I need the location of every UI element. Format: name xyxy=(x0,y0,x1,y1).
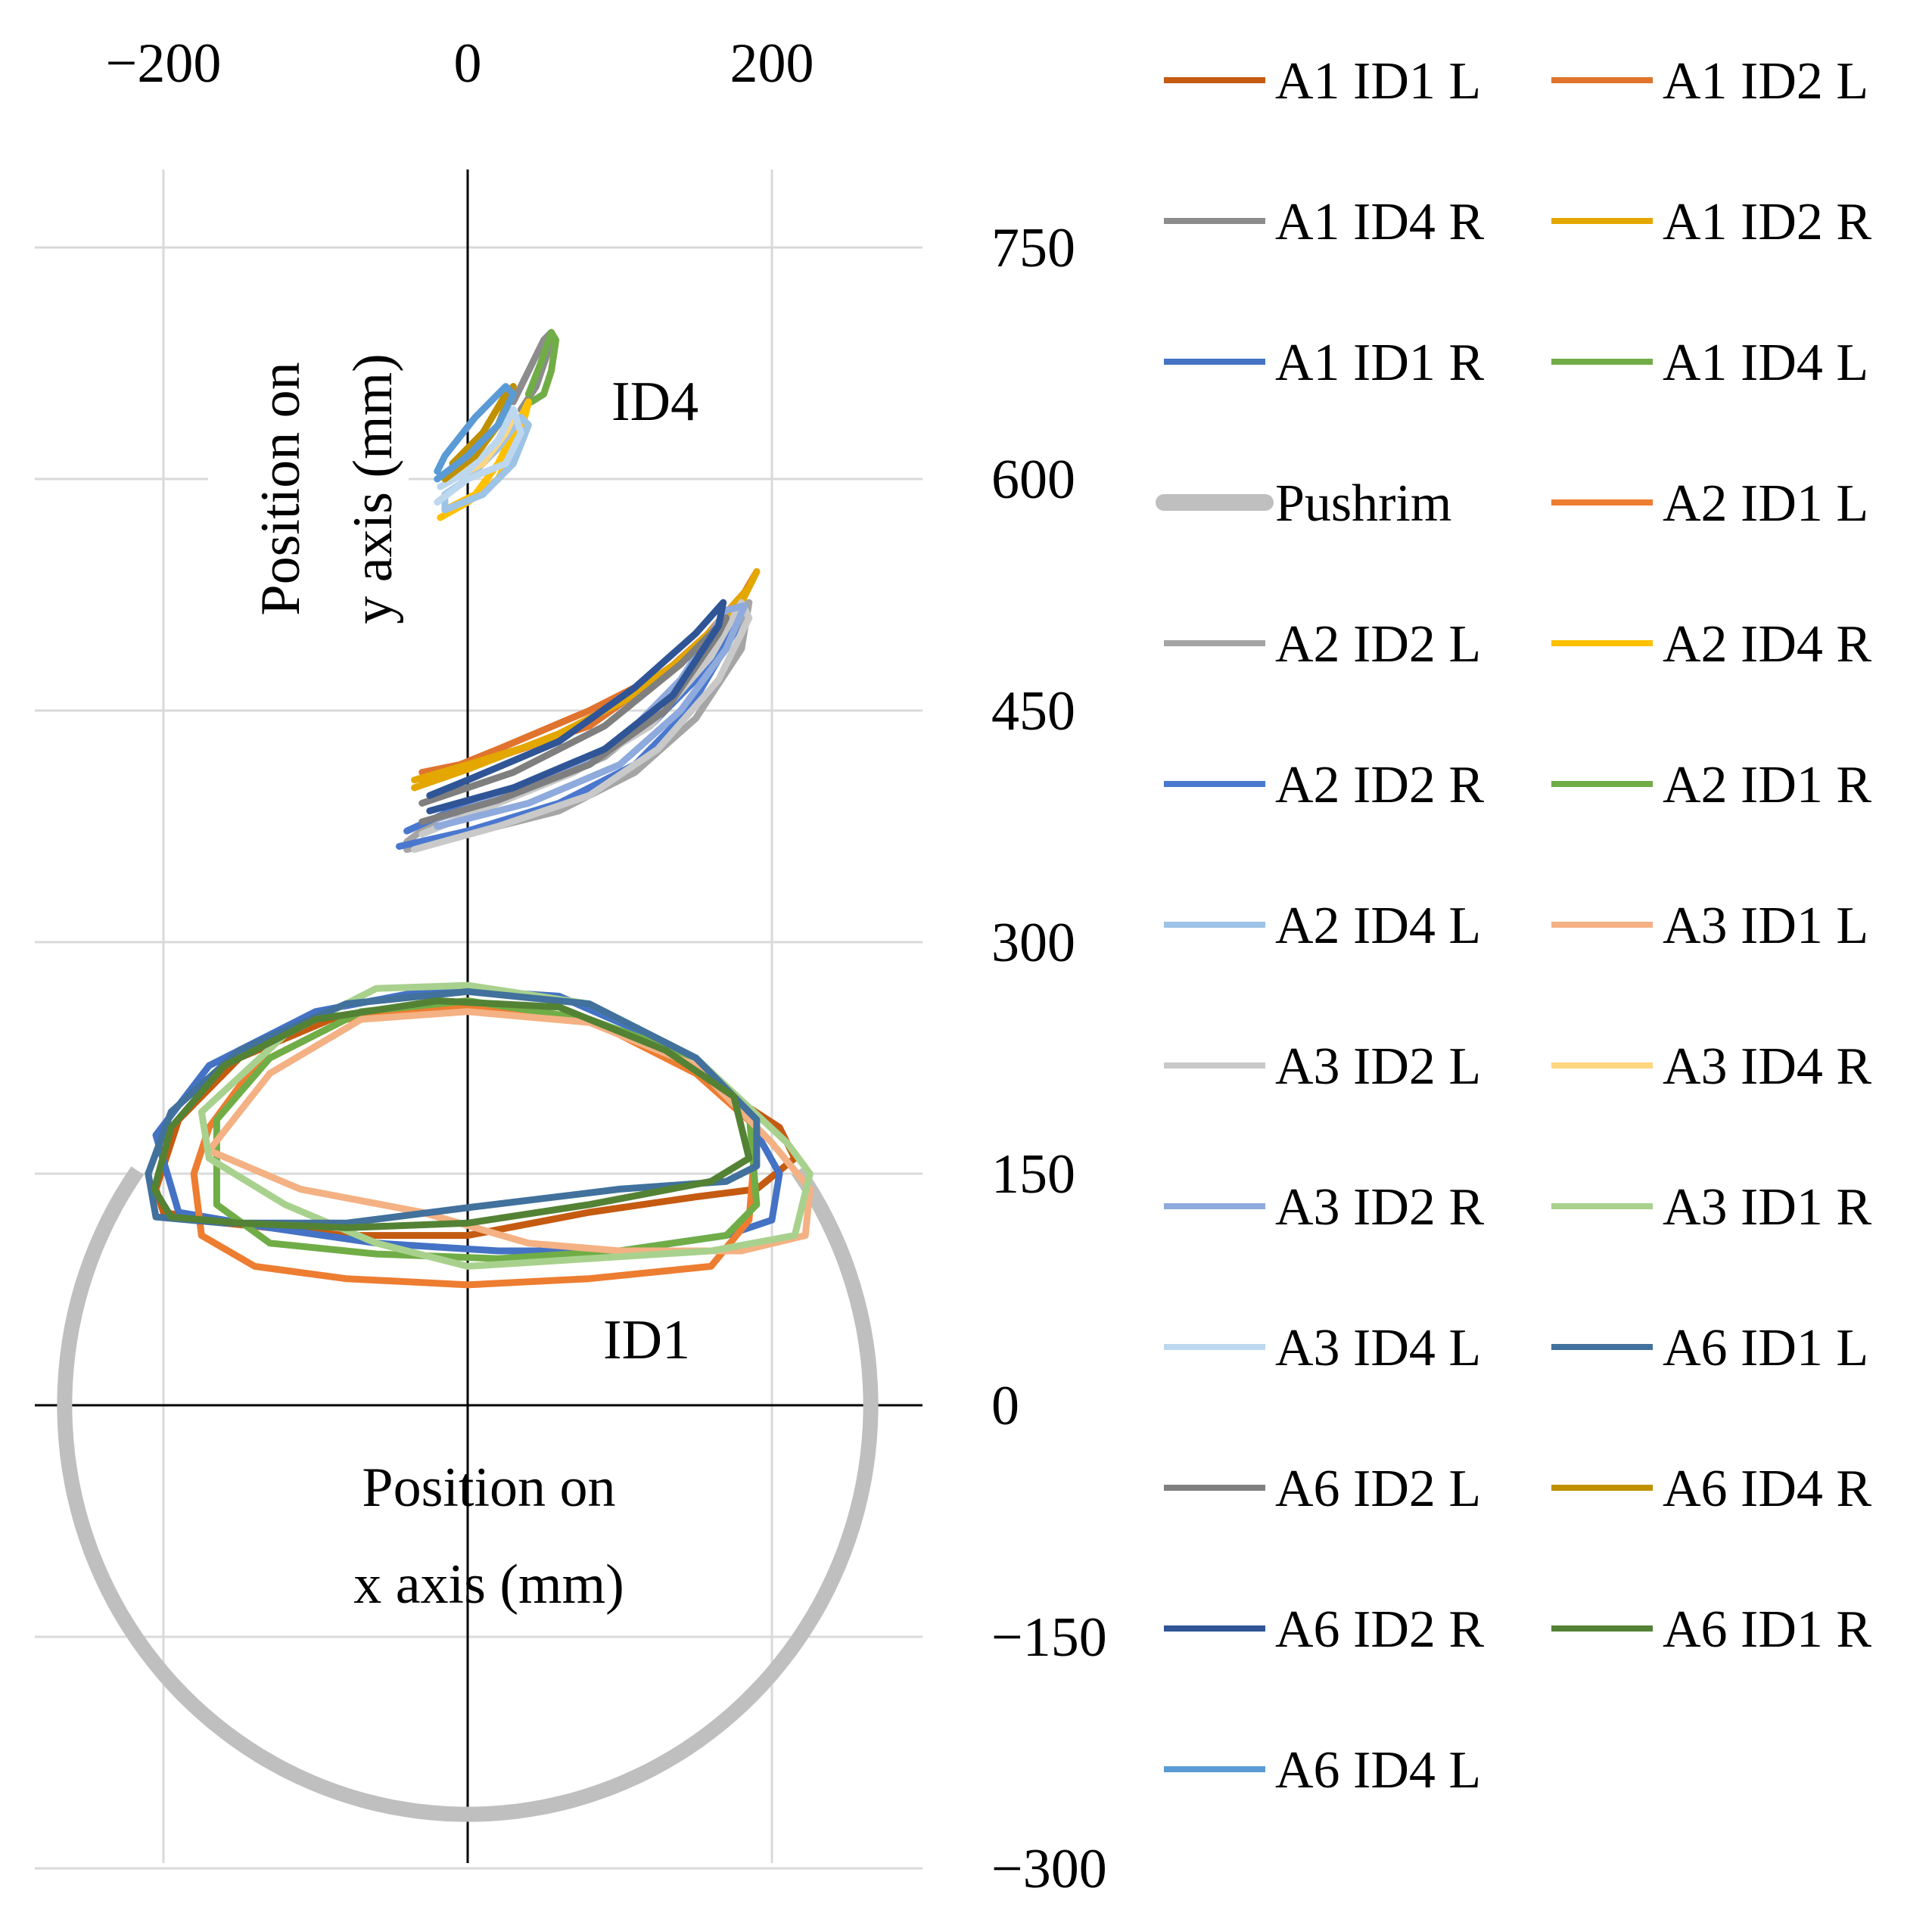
legend-label: A3 ID4 R xyxy=(1663,1037,1871,1096)
legend-label: Pushrim xyxy=(1275,474,1451,533)
legend-item: A6 ID1 L xyxy=(1551,1319,1868,1377)
y-axis-title-line2: y axis (mm) xyxy=(342,353,404,624)
y-tick-label: −150 xyxy=(991,1607,1107,1669)
x-tick-label: 200 xyxy=(730,33,814,95)
legend-item: A1 ID4 L xyxy=(1551,334,1868,392)
legend-item: A1 ID1 R xyxy=(1164,334,1484,392)
series-pushrim xyxy=(57,1166,879,1822)
legend-label: A2 ID4 R xyxy=(1663,615,1871,673)
legend-label: A1 ID4 R xyxy=(1275,193,1484,251)
x-tick-label: 0 xyxy=(454,33,482,95)
y-axis-title: Position on y axis (mm) xyxy=(208,299,409,685)
legend-label: A6 ID4 R xyxy=(1663,1460,1871,1518)
legend-label: A3 ID1 L xyxy=(1663,897,1868,955)
series-a6-id1-r xyxy=(151,997,753,1231)
legend-item: A6 ID2 L xyxy=(1164,1460,1481,1518)
legend-item: A2 ID4 R xyxy=(1551,615,1871,673)
legend-item: A3 ID4 R xyxy=(1551,1037,1871,1096)
x-axis-title-line2: x axis (mm) xyxy=(353,1554,624,1616)
legend-label: A1 ID2 R xyxy=(1663,193,1871,251)
y-tick-label: 0 xyxy=(991,1375,1019,1437)
legend-item: A2 ID2 L xyxy=(1164,615,1481,673)
legend-label: A3 ID4 L xyxy=(1275,1319,1481,1377)
gridlines xyxy=(35,170,922,1870)
legend-label: A2 ID4 L xyxy=(1275,897,1481,955)
x-tick-label: −200 xyxy=(106,33,222,95)
series-layer xyxy=(57,328,879,1822)
y-tick-label: −300 xyxy=(991,1838,1107,1900)
y-tick-label: 300 xyxy=(991,912,1075,974)
legend-label: A6 ID2 L xyxy=(1275,1460,1481,1518)
legend-item: A2 ID1 R xyxy=(1551,756,1871,814)
series-a3-id4-l xyxy=(434,406,524,506)
legend-label: A6 ID1 R xyxy=(1663,1600,1871,1659)
y-tick-label: 600 xyxy=(991,449,1075,511)
legend-item: A1 ID1 L xyxy=(1164,52,1481,110)
series-a1-id4-l xyxy=(524,328,560,406)
legend: A1 ID1 L A1 ID2 L A1 ID4 R A1 ID2 R A1 ID1 R… xyxy=(1156,52,1871,1800)
y-axis-title-line1: Position on xyxy=(250,362,312,615)
annotation-id4: ID4 xyxy=(611,371,698,433)
series-a6-id4-r xyxy=(441,383,517,483)
legend-label: A2 ID1 L xyxy=(1663,474,1868,533)
legend-item: A1 ID2 L xyxy=(1551,52,1868,110)
legend-label: A2 ID2 R xyxy=(1275,756,1484,814)
series-a1-id2-r xyxy=(411,568,761,792)
y-tick-label: 150 xyxy=(991,1143,1075,1205)
legend-item: A1 ID4 R xyxy=(1164,193,1484,251)
annotation-id1: ID1 xyxy=(603,1309,690,1371)
legend-item: A6 ID2 R xyxy=(1164,1600,1484,1659)
legend-label: A3 ID2 L xyxy=(1275,1037,1481,1096)
x-axis-title-line1: Position on xyxy=(362,1457,615,1519)
legend-label: A1 ID1 R xyxy=(1275,334,1484,392)
legend-item: Pushrim xyxy=(1156,474,1451,533)
legend-label: A1 ID4 L xyxy=(1663,334,1868,392)
legend-item: A6 ID4 L xyxy=(1164,1741,1481,1800)
legend-item: A1 ID2 R xyxy=(1551,193,1871,251)
y-tick-label: 450 xyxy=(991,680,1075,742)
y-tick-label: 750 xyxy=(991,217,1075,279)
legend-item: A6 ID1 R xyxy=(1551,1600,1871,1659)
legend-label: A6 ID2 R xyxy=(1275,1600,1484,1659)
legend-label: A3 ID2 R xyxy=(1275,1178,1484,1237)
legend-item: A3 ID2 L xyxy=(1164,1037,1481,1096)
series-a6-id4-l xyxy=(434,383,517,483)
legend-item: A3 ID2 R xyxy=(1164,1178,1484,1237)
legend-item: A3 ID1 L xyxy=(1551,897,1868,955)
legend-label: A2 ID1 R xyxy=(1663,756,1871,814)
x-axis-title: Position on x axis (mm) xyxy=(353,1457,624,1616)
series-a6-id2-l xyxy=(418,614,730,826)
legend-item: A6 ID4 R xyxy=(1551,1460,1871,1518)
legend-label: A1 ID2 L xyxy=(1663,52,1868,110)
legend-label: A3 ID1 R xyxy=(1663,1178,1871,1237)
legend-label: A6 ID1 L xyxy=(1663,1319,1868,1377)
legend-label: A1 ID1 L xyxy=(1275,52,1481,110)
legend-item: A2 ID2 R xyxy=(1164,756,1484,814)
y-axis-title-background xyxy=(208,299,409,685)
series-a6-id2-r xyxy=(426,599,727,815)
legend-label: A2 ID2 L xyxy=(1275,615,1481,673)
legend-item: A3 ID1 R xyxy=(1551,1178,1871,1237)
legend-item: A2 ID1 L xyxy=(1551,474,1868,533)
legend-item: A3 ID4 L xyxy=(1164,1319,1481,1377)
tick-labels: 750 600 450 300 150 0 −150 −300 −200 0 200 xyxy=(106,33,1107,1900)
legend-item: A2 ID4 L xyxy=(1164,897,1481,955)
legend-label: A6 ID4 L xyxy=(1275,1741,1481,1800)
